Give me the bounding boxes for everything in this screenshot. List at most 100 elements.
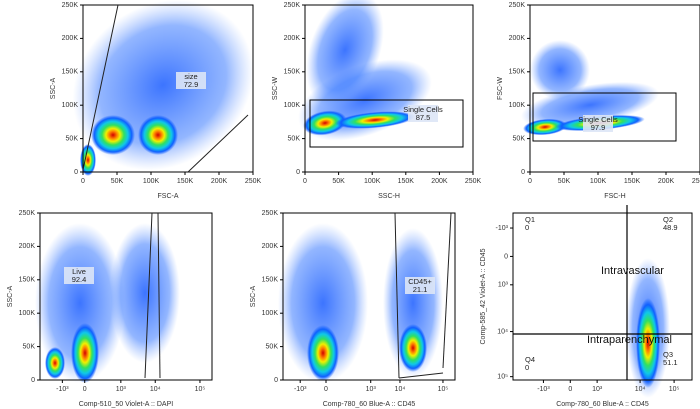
density-core <box>71 323 99 383</box>
density-haze <box>530 40 590 100</box>
plot-panel: 0 50K 100K 150K 200K 250K 0 50K 100K 150K 200K 250K… <box>272 0 482 200</box>
x-tick-label: 100K <box>590 178 607 185</box>
x-tick-label: 50K <box>332 178 345 185</box>
gate-label-bg <box>405 277 435 294</box>
gate-name: Q3 <box>663 350 673 359</box>
plot-panel: -10³ 0 10³ 10⁴ 10⁵ 0 50K 100K 150K 200K 250K Comp-7… <box>250 210 456 408</box>
x-tick-label: 10⁵ <box>438 386 449 393</box>
gate-box <box>532 92 677 142</box>
plot-frame <box>282 212 456 381</box>
gate-name: Q1 <box>525 215 535 224</box>
x-tick-label: -10³ <box>294 386 307 393</box>
x-tick-label: 10⁴ <box>635 386 646 393</box>
gate-value: 87.5 <box>416 113 431 122</box>
gate-name: Q2 <box>663 215 673 224</box>
y-axis-label: Comp-585_42 Violet-A :: CD45 <box>480 248 487 344</box>
gate-value: 48.9 <box>663 223 678 232</box>
density-haze <box>110 223 180 363</box>
gate-name: Single Cells <box>578 115 618 124</box>
gate-name: Single Cells <box>403 105 443 114</box>
gate-name: CD45+ <box>408 277 432 286</box>
y-tick-label: 50K <box>266 343 279 350</box>
population-annotation: Intraparenchymal <box>587 334 672 346</box>
y-tick-label: -10³ <box>496 225 509 232</box>
x-tick-label: 10³ <box>116 386 127 393</box>
x-tick-label: 0 <box>303 178 307 185</box>
x-tick-label: 250K <box>245 178 262 185</box>
y-axis-label: SSC-A <box>7 285 14 307</box>
y-tick-label: 200K <box>62 35 79 42</box>
density-core <box>303 110 347 136</box>
gate-name: Live <box>72 267 86 276</box>
y-axis-label: SSC-A <box>50 77 57 99</box>
density-haze <box>306 0 384 108</box>
plot-panel: -10³ 0 10³ 10⁴ 10⁵ 0 50K 100K 150K 200K 250K Comp-5… <box>7 210 213 408</box>
y-tick-label: 100K <box>284 102 301 109</box>
x-tick-label: 200K <box>658 178 675 185</box>
y-axis-label: SSC-W <box>272 76 279 100</box>
gate-line <box>187 114 249 173</box>
x-tick-label: 10³ <box>592 386 603 393</box>
y-tick-label: 200K <box>262 243 279 250</box>
gate-box <box>309 99 464 148</box>
density-core <box>91 115 135 155</box>
x-tick-label: 10³ <box>366 386 377 393</box>
gate-label-bg <box>176 72 206 89</box>
gate-line <box>394 212 400 379</box>
y-tick-label: 0 <box>274 377 278 384</box>
x-tick-label: 0 <box>81 178 85 185</box>
x-tick-label: 50K <box>558 178 571 185</box>
y-tick-label: 100K <box>509 102 526 109</box>
plot-panel: 0 50K 100K 150K 200K 250K 0 50K 100K 150K 200K 250K… <box>50 0 262 200</box>
x-axis-label: Comp-780_60 Blue-A :: CD45 <box>323 401 416 408</box>
x-axis-label: Comp-780_60 Blue-A :: CD45 <box>556 401 649 408</box>
y-tick-label: 100K <box>19 310 36 317</box>
y-tick-label: 150K <box>509 69 526 76</box>
y-tick-label: 150K <box>262 277 279 284</box>
density-core <box>523 118 567 136</box>
y-tick-label: 100K <box>262 310 279 317</box>
y-tick-label: 0 <box>31 377 35 384</box>
y-tick-label: 150K <box>284 69 301 76</box>
density-core <box>45 347 65 379</box>
gate-label-bg <box>64 267 94 284</box>
plot-frame <box>39 212 213 381</box>
x-tick-label: 10⁴ <box>150 386 161 393</box>
gate-name: Q4 <box>525 355 535 364</box>
x-tick-label: 0 <box>528 178 532 185</box>
gate-value: 97.9 <box>591 123 606 132</box>
plot-frame <box>82 4 254 173</box>
x-tick-label: 200K <box>431 178 448 185</box>
y-tick-label: 250K <box>62 2 79 9</box>
x-axis-label: SSC-H <box>378 193 400 200</box>
density-core <box>138 115 178 155</box>
y-tick-label: 10³ <box>498 282 509 289</box>
gate-line <box>157 212 161 379</box>
y-axis-label: SSC-A <box>250 285 257 307</box>
y-tick-label: 0 <box>74 169 78 176</box>
density-haze <box>278 223 368 383</box>
population-annotation: Intravascular <box>601 265 664 277</box>
x-tick-label: 10⁴ <box>395 386 406 393</box>
gate-value: 21.1 <box>413 285 428 294</box>
x-tick-label: 0 <box>568 386 572 393</box>
y-tick-label: 0 <box>296 169 300 176</box>
gate-line <box>442 212 452 369</box>
y-tick-label: 50K <box>66 135 79 142</box>
y-tick-label: 250K <box>262 210 279 217</box>
gate-value: 0 <box>525 363 529 372</box>
y-tick-label: 50K <box>513 135 526 142</box>
y-tick-label: 0 <box>504 253 508 260</box>
y-tick-label: 100K <box>62 102 79 109</box>
gate-label-bg <box>408 105 438 122</box>
x-tick-label: 200K <box>211 178 228 185</box>
density-core <box>335 111 415 129</box>
y-axis-label: FSC-W <box>497 77 504 100</box>
y-tick-label: 50K <box>288 135 301 142</box>
gate-value: 51.1 <box>663 358 678 367</box>
gate-value: 72.9 <box>184 80 199 89</box>
x-tick-label: 100K <box>364 178 381 185</box>
density-core <box>80 144 96 176</box>
y-tick-label: 0 <box>521 169 525 176</box>
x-tick-label: 250K <box>465 178 482 185</box>
